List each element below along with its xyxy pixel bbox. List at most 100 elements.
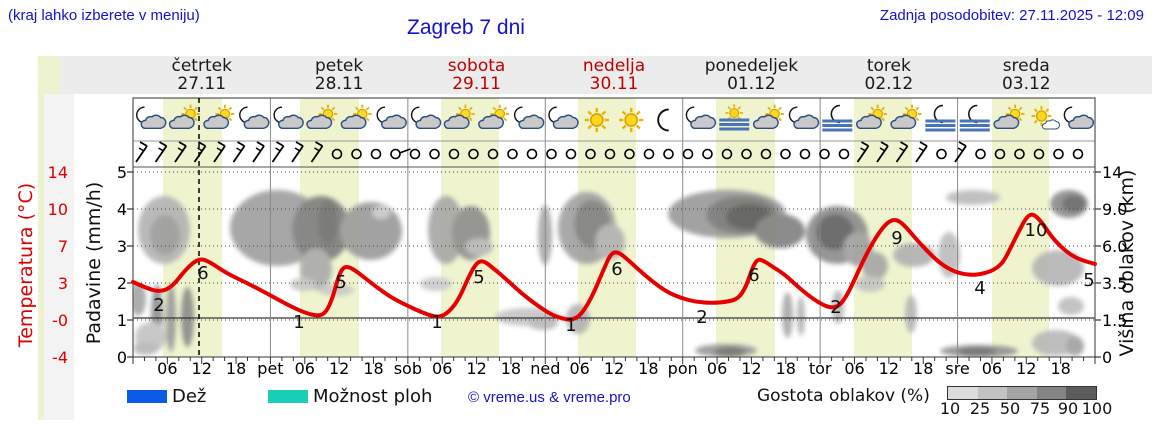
cloud-blob bbox=[816, 214, 854, 250]
wind-symbol-calm bbox=[429, 148, 440, 160]
precip-tick-label: 2 bbox=[117, 274, 127, 293]
day-name: petek bbox=[315, 56, 364, 76]
x-day-label: ned bbox=[530, 359, 560, 378]
weather-icon-moon-cloud bbox=[548, 106, 579, 130]
wind-symbol-calm bbox=[585, 148, 596, 160]
x-tick-label: 18 bbox=[638, 359, 658, 378]
weather-icon-moon-cloud bbox=[410, 106, 442, 130]
day-date: 30.11 bbox=[589, 74, 639, 94]
cloud-blob bbox=[1032, 250, 1084, 286]
x-tick-label: 18 bbox=[913, 359, 933, 378]
x-tick-label: 06 bbox=[432, 359, 452, 378]
weather-icon-sun-cloud bbox=[168, 104, 200, 130]
wind-symbol-calm bbox=[682, 148, 694, 160]
weather-icon-moon-cloud bbox=[239, 106, 270, 130]
precip-tick-label: 0 bbox=[117, 348, 127, 367]
temperature-value-label: 1 bbox=[565, 315, 576, 336]
cloud-density-scale-segment bbox=[1036, 387, 1067, 399]
cloud-blob bbox=[958, 347, 996, 357]
x-day-label: tor bbox=[809, 359, 832, 378]
weather-icon-sun-cloud-small bbox=[1031, 106, 1060, 130]
cloud-density-scale-segment bbox=[1066, 387, 1096, 399]
day-name: nedelja bbox=[582, 56, 646, 76]
moon-icon bbox=[933, 104, 944, 124]
sun-icon bbox=[1031, 106, 1052, 126]
temp-tick-label: 7 bbox=[58, 237, 68, 256]
x-tick-label: 06 bbox=[844, 359, 864, 378]
credit-link[interactable]: © vreme.us & vreme.pro bbox=[468, 389, 631, 406]
x-tick-label: 18 bbox=[501, 359, 521, 378]
temperature-value-label: 2 bbox=[153, 295, 164, 316]
showers-legend-label: Možnost ploh bbox=[313, 386, 433, 407]
weather-icon-sun-cloud bbox=[890, 104, 922, 130]
wind-symbol-barb bbox=[895, 141, 909, 163]
wind-symbol-calm bbox=[838, 148, 850, 160]
weather-icon-sun-cloud bbox=[203, 104, 235, 130]
last-update-text: Zadnja posodobitev: 27.11.2025 - 12:09 bbox=[879, 7, 1144, 24]
cloud-blob bbox=[755, 214, 805, 248]
x-tick-label: 18 bbox=[1050, 359, 1070, 378]
x-day-label: pet bbox=[257, 359, 283, 378]
day-date: 28.11 bbox=[314, 74, 364, 94]
weather-icon-sun bbox=[584, 107, 609, 133]
wind-symbol-calm bbox=[624, 148, 635, 160]
x-tick-label: 18 bbox=[226, 359, 246, 378]
wind-symbol-calm-line bbox=[390, 148, 411, 160]
wind-symbol-calm bbox=[565, 148, 577, 160]
x-tick-label: 06 bbox=[157, 359, 177, 378]
cloud-blob bbox=[133, 342, 159, 355]
temperature-value-label: 9 bbox=[891, 228, 902, 249]
day-name: četrtek bbox=[171, 56, 232, 76]
temperature-value-label: 6 bbox=[197, 263, 208, 284]
wind-symbol-calm bbox=[487, 148, 499, 160]
day-header-petek: petek 28.11 bbox=[270, 57, 407, 95]
cloud-density-scale-value: 90 bbox=[1057, 399, 1079, 418]
weather-icon-sun-cloud bbox=[478, 104, 510, 130]
wind-symbol-calm bbox=[936, 148, 947, 160]
moon-icon bbox=[968, 104, 978, 124]
wind-symbol-calm bbox=[507, 148, 518, 160]
cloud-icon bbox=[1068, 114, 1095, 130]
cloud-density-scale-value: 10 bbox=[939, 399, 961, 418]
temperature-value-label: 5 bbox=[473, 267, 484, 288]
cloud-icon bbox=[552, 114, 579, 130]
x-tick-label: 18 bbox=[363, 359, 383, 378]
x-tick-label: 12 bbox=[1016, 359, 1036, 378]
cloud-blob bbox=[1058, 297, 1084, 315]
cloud-blob bbox=[714, 347, 746, 357]
cloud-blob bbox=[318, 200, 338, 245]
cloud-icon bbox=[243, 114, 270, 130]
cloud-blob bbox=[1066, 336, 1084, 356]
day-header-nedelja: nedelja 30.11 bbox=[545, 57, 682, 95]
wind-symbol-barb bbox=[291, 141, 304, 163]
wind-symbol-barb bbox=[213, 141, 226, 163]
x-tick-label: 06 bbox=[295, 359, 315, 378]
x-tick-label: 12 bbox=[604, 359, 624, 378]
moon-icon bbox=[657, 108, 669, 132]
x-day-label: sob bbox=[394, 359, 422, 378]
x-tick-label: 12 bbox=[879, 359, 899, 378]
temp-tick-label: -0 bbox=[52, 311, 68, 330]
precip-tick-label: 5 bbox=[117, 163, 127, 182]
weather-icon-moon-cloud bbox=[788, 106, 820, 130]
wind-symbol-calm bbox=[721, 148, 733, 160]
wind-symbol-barb bbox=[310, 141, 324, 163]
wind-symbol-calm bbox=[526, 148, 538, 160]
cloud-icon bbox=[793, 114, 820, 130]
day-header-ponedeljek: ponedeljek 01.12 bbox=[683, 57, 820, 95]
weather-icon-sun-cloud bbox=[443, 104, 475, 130]
temperature-value-label: 1 bbox=[293, 312, 304, 333]
x-tick-label: 12 bbox=[329, 359, 349, 378]
cloud-tick-label: 0 bbox=[1102, 348, 1112, 367]
weather-icon-moon bbox=[657, 108, 669, 132]
wind-symbol-calm bbox=[819, 148, 830, 160]
wind-symbol-calm bbox=[468, 148, 479, 160]
wind-symbol-barb bbox=[915, 141, 928, 163]
wind-symbol-calm bbox=[975, 148, 986, 160]
cloud-blob bbox=[420, 277, 452, 291]
cloud-density-scale-segment bbox=[977, 387, 1008, 399]
cloud-icon bbox=[478, 114, 504, 130]
x-tick-label: 06 bbox=[569, 359, 589, 378]
wind-symbol-barb bbox=[154, 141, 168, 163]
